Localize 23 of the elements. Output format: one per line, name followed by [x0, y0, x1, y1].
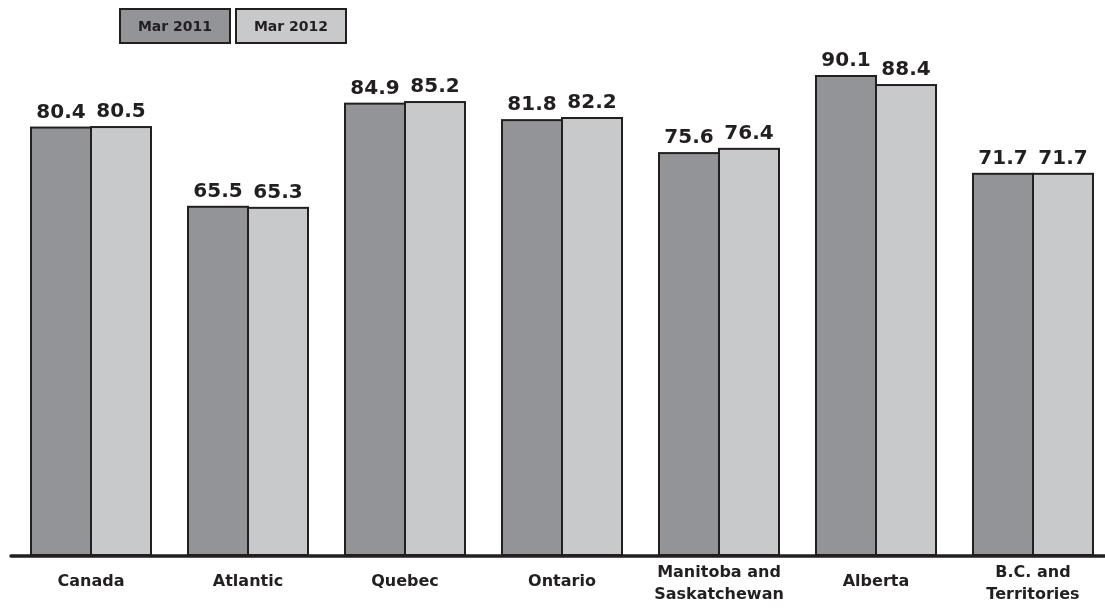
data-label: 90.1	[821, 47, 871, 71]
data-label: 75.6	[664, 124, 714, 149]
data-label: 84.9	[350, 74, 400, 99]
x-tick-label: Manitoba and Saskatchewan	[654, 562, 784, 603]
data-label: 71.7	[978, 144, 1028, 169]
x-tick-label: B.C. and Territories	[986, 562, 1080, 603]
data-label: 81.8	[507, 91, 557, 116]
data-label: 85.2	[410, 73, 460, 98]
x-tick-label: Ontario	[528, 571, 596, 590]
data-label: 80.4	[36, 98, 86, 123]
data-label: 65.3	[253, 178, 303, 203]
data-label: 82.2	[567, 89, 617, 113]
text: Mar 2011	[137, 18, 213, 34]
data-label: 76.4	[724, 119, 774, 144]
data-label: 80.5	[96, 98, 146, 123]
data-label: 71.7	[1038, 144, 1088, 169]
x-tick-label: Alberta	[842, 571, 910, 590]
data-label: 65.5	[193, 177, 243, 202]
x-tick-label: Canada	[57, 571, 125, 590]
text: Mar 2012	[253, 18, 329, 34]
x-tick-label: Atlantic	[212, 571, 284, 590]
data-label: 88.4	[881, 56, 931, 81]
x-tick-label: Quebec	[371, 571, 439, 590]
